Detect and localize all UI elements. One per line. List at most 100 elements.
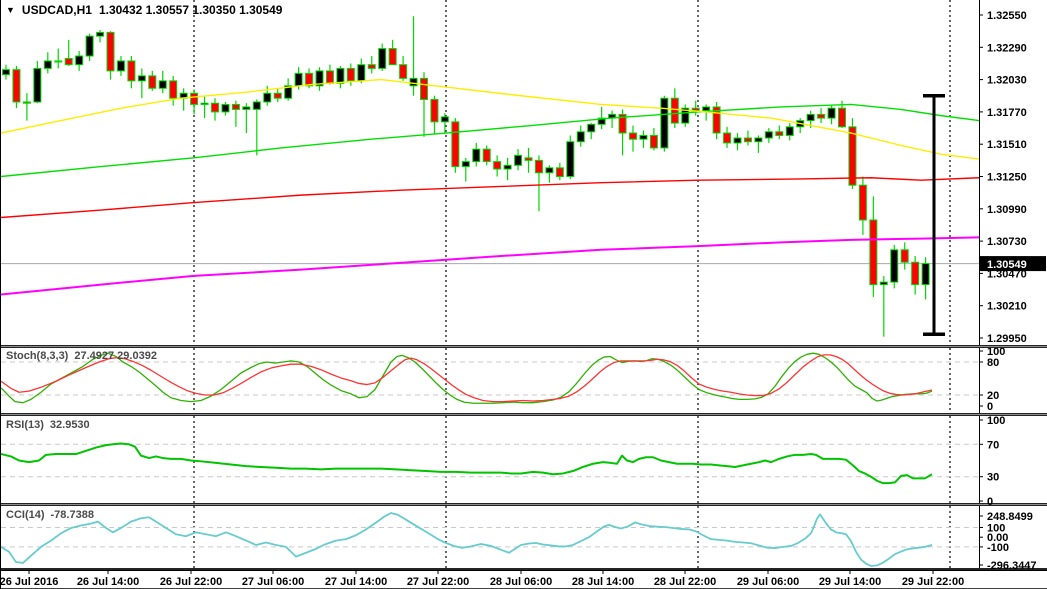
candle bbox=[127, 55, 136, 89]
candle bbox=[921, 257, 930, 300]
candle bbox=[629, 125, 637, 152]
candle bbox=[534, 155, 543, 212]
bull-candle-body bbox=[263, 92, 272, 103]
bull-candle-body bbox=[43, 60, 52, 69]
time-tick-label: 26 Jul 22:00 bbox=[160, 576, 222, 588]
candle bbox=[639, 130, 648, 148]
bear-candle-body bbox=[743, 137, 752, 143]
scale-tick-label: 1.31250 bbox=[987, 172, 1027, 184]
candle bbox=[545, 165, 554, 183]
separator-bar[interactable] bbox=[1, 345, 1047, 348]
bull-candle-body bbox=[681, 107, 690, 124]
scale-tick-label: 0.00 bbox=[987, 532, 1008, 544]
candle bbox=[796, 118, 805, 134]
bear-candle-body bbox=[211, 102, 219, 113]
bull-candle-body bbox=[461, 161, 470, 168]
candle bbox=[43, 52, 52, 74]
candle bbox=[785, 123, 794, 141]
separator-bar[interactable] bbox=[1, 413, 1047, 416]
bear-candle-body bbox=[420, 77, 428, 100]
candle bbox=[315, 67, 324, 91]
measure-line[interactable] bbox=[923, 94, 945, 337]
bull-candle-body bbox=[336, 67, 345, 84]
bull-candle-body bbox=[806, 113, 815, 122]
candle bbox=[754, 135, 763, 153]
candle bbox=[252, 99, 261, 156]
candle bbox=[827, 105, 836, 125]
rsi-line bbox=[1, 442, 933, 485]
bear-candle-body bbox=[858, 184, 867, 221]
bear-candle-body bbox=[106, 31, 115, 72]
candle bbox=[116, 55, 125, 76]
ma-green-line bbox=[1, 103, 980, 178]
bear-candle-body bbox=[190, 92, 199, 105]
candle bbox=[723, 126, 732, 148]
ma-red-line bbox=[1, 177, 980, 219]
bull-candle-body bbox=[660, 97, 669, 149]
bull-candle-body bbox=[221, 103, 230, 113]
bull-candle-body bbox=[733, 137, 742, 144]
bear-candle-body bbox=[629, 132, 637, 140]
bull-candle-body bbox=[566, 141, 575, 177]
separator-bar[interactable] bbox=[1, 503, 1047, 506]
bull-candle-body bbox=[54, 60, 63, 63]
bull-candle-body bbox=[85, 35, 94, 57]
bear-candle-body bbox=[273, 92, 282, 99]
scale-tick-label: 1.30730 bbox=[987, 236, 1027, 248]
scale-tick-label: 1.31770 bbox=[987, 107, 1027, 119]
candle bbox=[681, 104, 690, 127]
scale-tick-label: 100 bbox=[987, 522, 1005, 534]
bear-candle-body bbox=[848, 126, 857, 186]
candle bbox=[2, 64, 10, 80]
bear-candle-body bbox=[911, 261, 920, 286]
main-price-panel[interactable] bbox=[1, 16, 980, 337]
bear-candle-body bbox=[305, 72, 314, 87]
panel-separators bbox=[1, 345, 1047, 570]
candle bbox=[670, 88, 679, 129]
bull-candle-body bbox=[96, 31, 105, 37]
candle bbox=[284, 78, 293, 101]
bear-candle-body bbox=[388, 48, 397, 66]
rsi-panel[interactable] bbox=[1, 442, 979, 485]
separator-bar[interactable] bbox=[1, 568, 1047, 570]
ma-magenta-line bbox=[1, 236, 980, 296]
candle bbox=[493, 155, 502, 177]
bull-candle-body bbox=[587, 123, 596, 133]
bull-candle-body bbox=[294, 72, 303, 87]
bear-candle-body bbox=[346, 67, 355, 82]
time-tick-label: 27 Jul 22:00 bbox=[407, 576, 469, 588]
bear-candle-body bbox=[430, 98, 439, 123]
bull-candle-body bbox=[357, 64, 366, 82]
cci-panel[interactable] bbox=[1, 512, 979, 567]
candle bbox=[336, 65, 345, 89]
bear-candle-body bbox=[493, 161, 502, 170]
bull-candle-body bbox=[284, 85, 293, 99]
candle bbox=[231, 100, 240, 127]
bear-candle-body bbox=[670, 97, 679, 124]
bull-candle-body bbox=[785, 126, 794, 137]
time-tick-label: 29 Jul 22:00 bbox=[902, 576, 964, 588]
candle bbox=[211, 98, 219, 121]
bear-candle-body bbox=[22, 101, 31, 104]
bear-candle-body bbox=[817, 113, 826, 119]
bear-candle-body bbox=[723, 132, 732, 144]
candle bbox=[12, 65, 21, 109]
candle bbox=[33, 60, 42, 104]
candle bbox=[879, 275, 888, 337]
price-scale-area[interactable]: 1.32550 1.32290 1.32030 1.31770 1.31510 1.312… bbox=[979, 0, 1046, 572]
candle bbox=[325, 64, 334, 85]
candle bbox=[200, 95, 209, 119]
time-tick-label: 26 Jul 2016 bbox=[1, 576, 58, 588]
bear-candle-body bbox=[649, 135, 658, 149]
candle bbox=[440, 113, 449, 134]
candle bbox=[367, 55, 376, 74]
candle bbox=[190, 89, 199, 115]
bear-candle-body bbox=[325, 70, 334, 84]
candle bbox=[649, 128, 658, 151]
bull-candle-body bbox=[545, 167, 554, 174]
time-axis[interactable]: 26 Jul 2016 26 Jul 14:00 26 Jul 22:00 27 Ju… bbox=[1, 570, 1047, 589]
candles bbox=[2, 16, 930, 337]
candle bbox=[242, 103, 251, 134]
stochastic-panel[interactable] bbox=[1, 352, 979, 404]
